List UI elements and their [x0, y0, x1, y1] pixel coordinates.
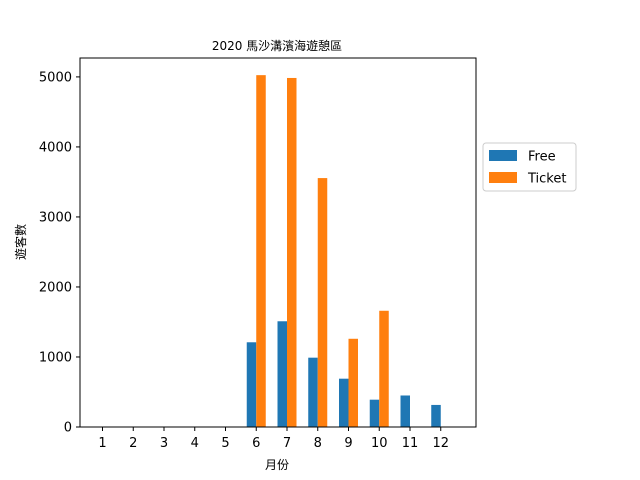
bar-free-8	[308, 357, 318, 427]
legend: Free Ticket	[482, 142, 577, 192]
x-axis-label: 月份	[265, 458, 289, 472]
x-tick-label: 2	[129, 436, 137, 451]
bar-ticket-10	[379, 310, 389, 427]
y-tick-label: 4000	[39, 140, 72, 155]
x-tick-label: 4	[191, 436, 199, 451]
x-tick-label: 7	[283, 436, 291, 451]
x-tick-label: 6	[252, 436, 260, 451]
bar-ticket-7	[287, 77, 297, 428]
x-axis: 1 2 3 4 5 6 7 8 9 10 11 12	[98, 427, 449, 451]
y-tick-label: 0	[64, 421, 72, 436]
x-tick-label: 8	[314, 436, 322, 451]
x-tick-label: 3	[160, 436, 168, 451]
y-axis-label: 遊客數	[13, 224, 28, 260]
bar-ticket-9	[348, 338, 358, 427]
legend-swatch-ticket	[489, 172, 517, 183]
bar-ticket-8	[317, 178, 328, 427]
y-tick-label: 3000	[39, 210, 72, 225]
x-tick-label: 5	[221, 436, 229, 451]
x-tick-label: 12	[432, 436, 449, 451]
y-axis: 0 1000 2000 3000 4000 5000	[39, 70, 80, 436]
legend-label-ticket: Ticket	[527, 172, 566, 187]
plot-area	[79, 57, 477, 428]
x-tick-label: 11	[402, 436, 419, 451]
bar-free-12	[431, 404, 441, 427]
y-tick-label: 5000	[39, 70, 72, 85]
legend-label-free: Free	[528, 150, 556, 165]
chart-title: 2020 馬沙溝濱海遊憩區	[212, 38, 342, 53]
bar-free-7	[277, 321, 287, 427]
bar-free-11	[400, 395, 410, 427]
x-tick-label: 9	[344, 436, 352, 451]
y-tick-label: 1000	[39, 350, 72, 365]
bar-free-10	[369, 399, 380, 427]
x-tick-label: 10	[371, 436, 388, 451]
x-tick-label: 1	[98, 436, 106, 451]
bar-free-9	[339, 378, 349, 427]
plot-frame	[79, 57, 477, 428]
bar-ticket-6	[256, 75, 266, 428]
legend-swatch-free	[489, 150, 517, 161]
bar-free-6	[246, 342, 257, 427]
y-tick-label: 2000	[39, 280, 72, 295]
